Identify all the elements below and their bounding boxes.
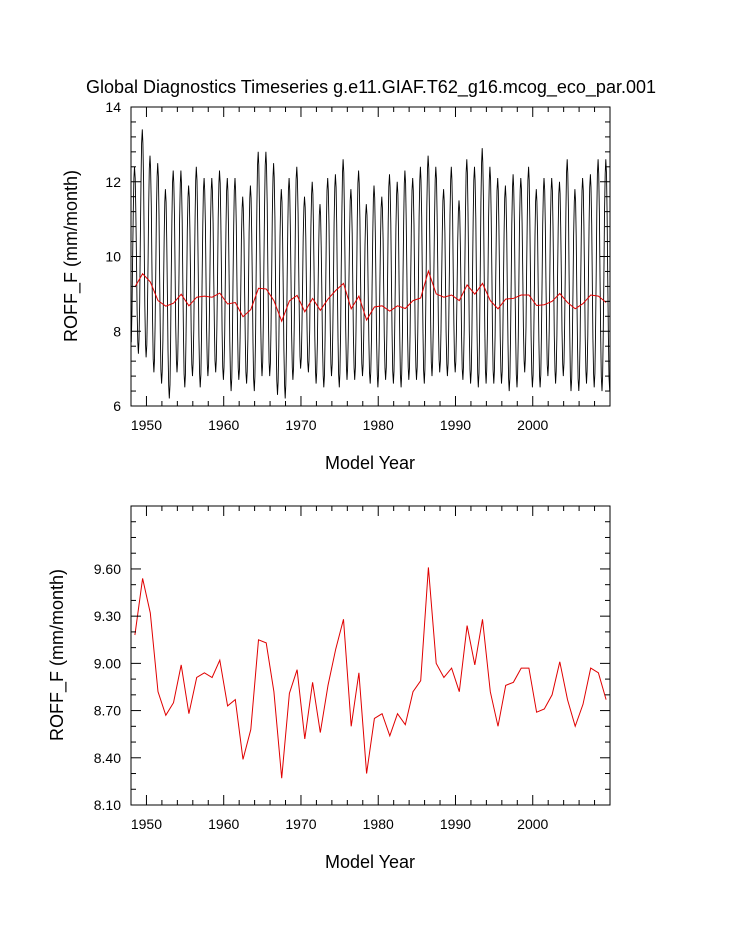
top-plot-area — [130, 129, 611, 399]
bottom-x-tick-label: 1980 — [363, 816, 394, 832]
bottom-y-tick-label: 9.60 — [94, 561, 121, 577]
bottom-y-axis-label: ROFF_F (mm/month) — [47, 569, 68, 741]
bottom-panel: 1950 1960 1970 1980 1990 2000 8.10 8.40 8.70 9.00… — [47, 505, 611, 872]
top-x-tick-label: 1990 — [440, 417, 471, 433]
top-plot-frame — [130, 106, 611, 407]
bottom-y-tick-label: 9.00 — [94, 655, 121, 671]
bottom-x-tick-label: 2000 — [517, 816, 548, 832]
bottom-y-tick-label: 9.30 — [94, 608, 121, 624]
top-y-tick-label: 14 — [105, 99, 121, 115]
bottom-x-axis-label: Model Year — [325, 852, 415, 872]
bottom-y-tick-label: 8.40 — [94, 750, 121, 766]
bottom-x-tick-label: 1970 — [285, 816, 316, 832]
top-y-tick-label: 8 — [113, 323, 121, 339]
top-x-tick-label: 1980 — [363, 417, 394, 433]
top-y-axis-label: ROFF_F (mm/month) — [61, 170, 82, 342]
top-series-monthly — [130, 129, 611, 399]
top-y-tick-label: 6 — [113, 398, 121, 414]
top-x-axis-label: Model Year — [325, 453, 415, 473]
top-y-tick-label: 12 — [105, 174, 121, 190]
bottom-x-tick-label: 1960 — [208, 816, 239, 832]
top-x-tick-label: 1960 — [208, 417, 239, 433]
top-y-tick-label: 10 — [105, 249, 121, 265]
top-x-tick-label: 1970 — [285, 417, 316, 433]
top-x-tick-label: 2000 — [517, 417, 548, 433]
top-series-annual-mean — [134, 269, 607, 323]
bottom-plot-area — [134, 567, 607, 779]
bottom-x-tick-label: 1990 — [440, 816, 471, 832]
top-axes: 1950 1960 1970 1980 1990 2000 6 8 10 12 14 — [105, 99, 610, 433]
top-x-tick-label: 1950 — [131, 417, 162, 433]
bottom-series-annual-mean — [134, 567, 607, 779]
bottom-y-tick-label: 8.10 — [94, 797, 121, 813]
bottom-y-tick-label: 8.70 — [94, 703, 121, 719]
bottom-plot-frame — [130, 505, 611, 806]
figure-title: Global Diagnostics Timeseries g.e11.GIAF… — [86, 77, 656, 98]
top-panel: 1950 1960 1970 1980 1990 2000 6 8 10 12 14 Model Y… — [61, 99, 611, 473]
bottom-x-tick-label: 1950 — [131, 816, 162, 832]
bottom-axes: 1950 1960 1970 1980 1990 2000 8.10 8.40 8.70 9.00… — [94, 505, 610, 832]
